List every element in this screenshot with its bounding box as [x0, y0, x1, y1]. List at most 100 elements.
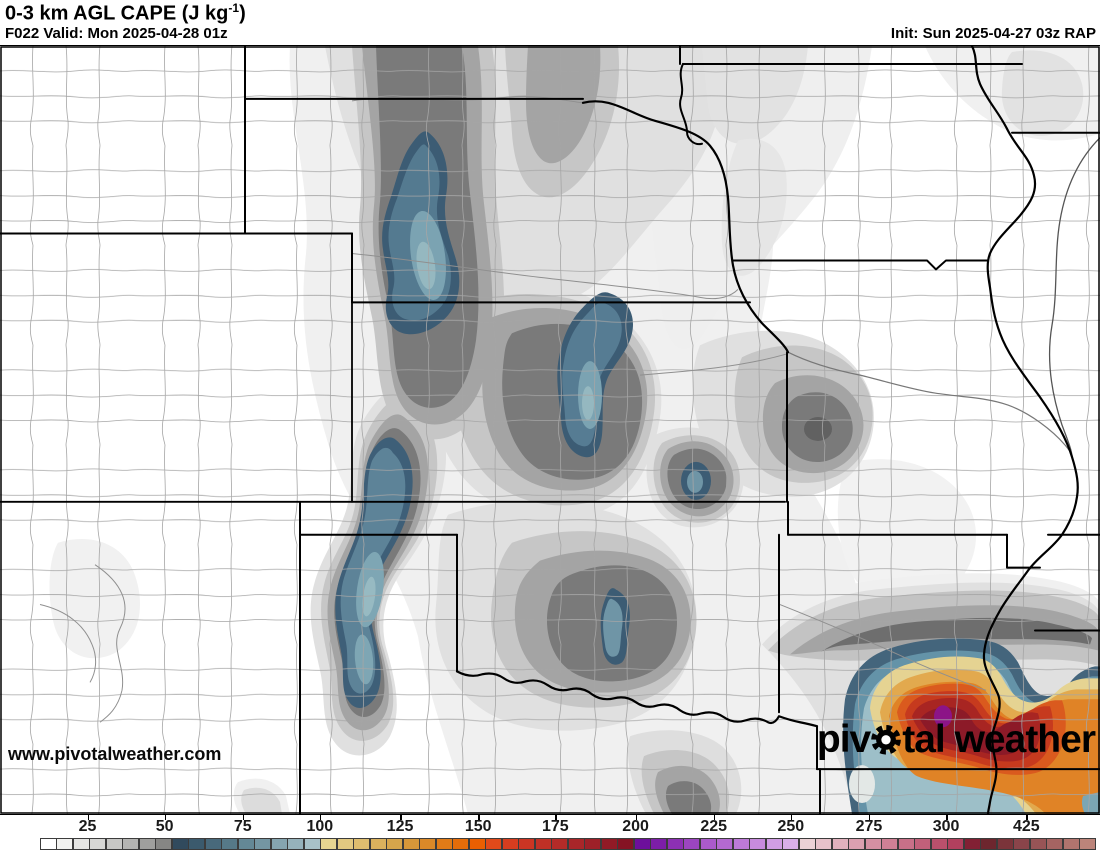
cape-map-canvas	[0, 46, 1100, 814]
colorbar-tick-label: 300	[932, 818, 960, 835]
colorbar: 25 50 75 100 125 150 175 200 225 250 275 300 425	[39, 815, 1096, 850]
colorbar-cell	[171, 838, 189, 850]
colorbar-cells	[39, 838, 1096, 850]
colorbar-cell	[765, 838, 783, 850]
watermark-url: www.pivotalweather.com	[8, 744, 222, 764]
cape-map	[0, 45, 1100, 815]
colorbar-tick-label: 225	[700, 818, 728, 835]
colorbar-cell	[518, 838, 535, 850]
colorbar-cell	[204, 838, 222, 850]
colorbar-cell	[270, 838, 288, 850]
colorbar-cell	[402, 838, 420, 850]
colorbar-cell	[666, 838, 684, 850]
colorbar-tick	[164, 815, 167, 820]
colorbar-tick-label: 275	[855, 818, 883, 835]
colorbar-cell	[947, 838, 964, 850]
logo-text-pre: piv	[816, 718, 871, 761]
colorbar-cell	[584, 838, 601, 850]
colorbar-cell	[914, 838, 931, 850]
colorbar-cell	[89, 838, 106, 850]
colorbar-cell	[1013, 838, 1030, 850]
colorbar-cell	[699, 838, 717, 850]
colorbar-cell	[798, 838, 816, 850]
county-grid	[0, 46, 1100, 814]
colorbar-tick	[790, 815, 793, 820]
logo-text-post: tal weather	[902, 718, 1096, 761]
colorbar-cell	[155, 838, 172, 850]
colorbar-cell	[435, 838, 453, 850]
colorbar-cell	[303, 838, 321, 850]
colorbar-tick-label: 250	[777, 818, 805, 835]
colorbar-cell	[188, 838, 205, 850]
colorbar-tick	[242, 815, 245, 820]
colorbar-cell	[650, 838, 667, 850]
colorbar-cell	[254, 838, 271, 850]
colorbar-tick	[1026, 815, 1028, 820]
colorbar-tick-label: 75	[233, 818, 252, 835]
colorbar-tick	[868, 815, 871, 820]
colorbar-cell	[105, 838, 123, 850]
colorbar-tick-label: 150	[464, 818, 492, 835]
colorbar-cell	[138, 838, 156, 850]
colorbar-cell	[732, 838, 750, 850]
colorbar-cell	[716, 838, 733, 850]
colorbar-cell	[419, 838, 436, 850]
colorbar-cell	[749, 838, 766, 850]
title-superscript: -1	[228, 1, 240, 15]
colorbar-tick	[478, 815, 480, 820]
valid-time-label: F022 Valid: Mon 2025-04-28 01z	[5, 25, 228, 42]
colorbar-cell	[386, 838, 403, 850]
map-frame	[0, 46, 1100, 814]
init-time-label: Init: Sun 2025-04-27 03z RAP	[890, 25, 1096, 42]
colorbar-tick-label: 125	[386, 818, 414, 835]
pivotal-weather-logo: piv tal weather	[816, 716, 1096, 763]
colorbar-cell	[369, 838, 387, 850]
colorbar-cell	[1029, 838, 1047, 850]
colorbar-cell	[996, 838, 1014, 850]
colorbar-cell	[864, 838, 882, 850]
colorbar-cell	[1079, 838, 1096, 850]
colorbar-cell	[831, 838, 849, 850]
colorbar-cell	[848, 838, 865, 850]
colorbar-tick	[635, 815, 638, 820]
colorbar-cell	[485, 838, 502, 850]
colorbar-cell	[600, 838, 618, 850]
colorbar-tick	[400, 815, 402, 820]
colorbar-cell	[468, 838, 486, 850]
colorbar-cell	[39, 838, 57, 850]
colorbar-cell	[782, 838, 799, 850]
page-title: 0-3 km AGL CAPE (J kg-1)	[5, 1, 246, 25]
colorbar-cell	[881, 838, 898, 850]
colorbar-tick	[319, 815, 322, 820]
colorbar-tick	[713, 815, 716, 820]
colorbar-cell	[320, 838, 337, 850]
colorbar-cell	[815, 838, 832, 850]
colorbar-cell	[122, 838, 139, 850]
colorbar-cell	[353, 838, 370, 850]
colorbar-cell	[56, 838, 73, 850]
colorbar-tick	[87, 815, 90, 820]
colorbar-cell	[336, 838, 354, 850]
colorbar-tick-label: 50	[155, 818, 174, 835]
colorbar-tick-label: 425	[1012, 818, 1040, 835]
colorbar-cell	[930, 838, 948, 850]
colorbar-cell	[963, 838, 981, 850]
rivers-thin	[39, 96, 1100, 723]
colorbar-cell	[452, 838, 469, 850]
colorbar-cell	[551, 838, 568, 850]
colorbar-cell	[617, 838, 634, 850]
colorbar-cell	[1062, 838, 1080, 850]
colorbar-cell	[287, 838, 304, 850]
state-borders	[0, 46, 1100, 814]
colorbar-tick-label: 100	[306, 818, 334, 835]
colorbar-cell	[633, 838, 651, 850]
colorbar-cell	[534, 838, 552, 850]
colorbar-cell	[897, 838, 915, 850]
colorbar-cell	[237, 838, 255, 850]
colorbar-cell	[221, 838, 238, 850]
colorbar-cell	[567, 838, 585, 850]
colorbar-cell	[501, 838, 519, 850]
gear-icon	[868, 720, 904, 763]
colorbar-cell	[683, 838, 700, 850]
